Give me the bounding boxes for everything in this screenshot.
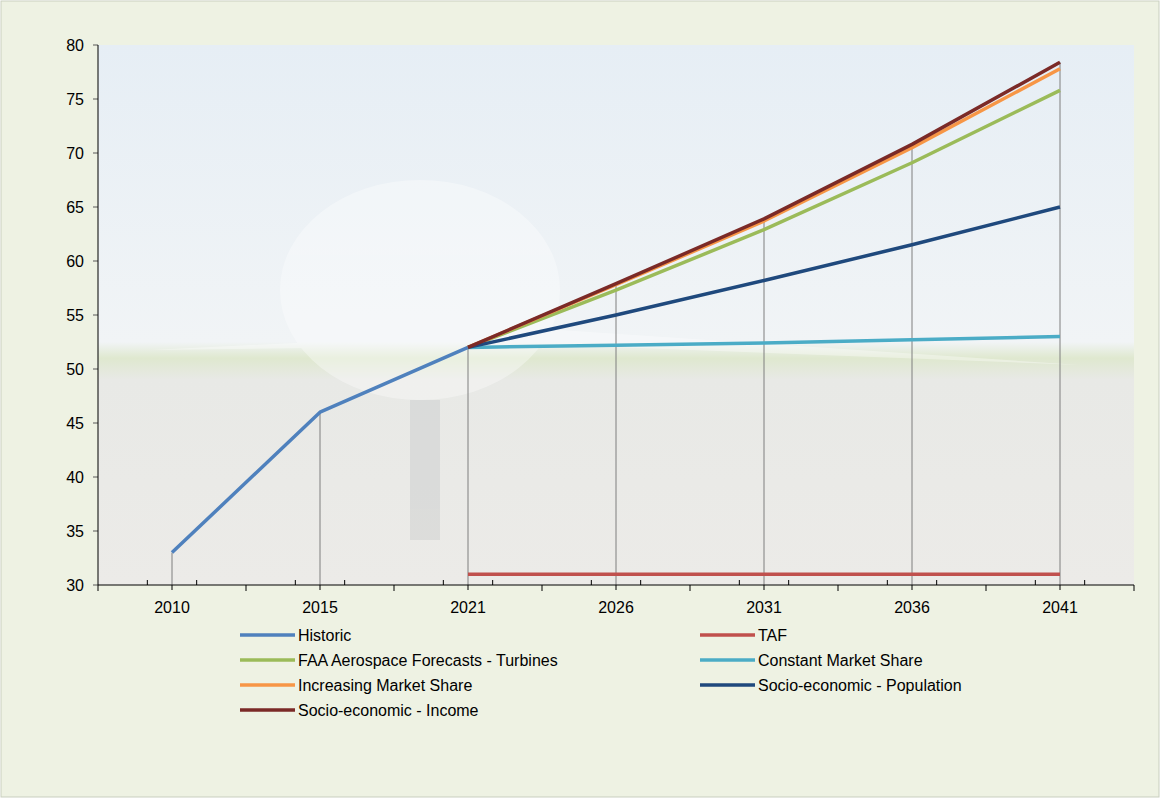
series-line — [468, 62, 1060, 347]
x-boundary-tick — [690, 585, 691, 591]
y-tick — [93, 207, 98, 208]
y-tick — [93, 369, 98, 370]
x-boundary-tick — [1134, 585, 1135, 591]
y-tick — [93, 261, 98, 262]
series-line — [468, 572, 1060, 576]
drop-line — [1060, 62, 1061, 585]
drop-line — [616, 284, 617, 585]
y-tick-label: 40 — [66, 469, 84, 486]
y-tick — [93, 531, 98, 532]
x-tick — [468, 585, 469, 590]
y-tick-label: 75 — [66, 91, 84, 108]
x-minor-tick — [295, 580, 296, 585]
x-minor-tick — [936, 580, 937, 585]
y-tick — [93, 315, 98, 316]
y-tick — [93, 477, 98, 478]
x-boundary-tick — [246, 585, 247, 591]
x-tick — [912, 585, 913, 590]
y-axis — [98, 45, 99, 585]
decoration — [150, 180, 1080, 540]
legend-label: Socio-economic - Income — [298, 702, 479, 719]
x-boundary-tick — [986, 585, 987, 591]
y-tick-label: 80 — [66, 37, 84, 54]
y-tick-label: 50 — [66, 361, 84, 378]
x-minor-tick — [147, 580, 148, 585]
series-line — [172, 347, 468, 552]
x-tick — [616, 585, 617, 590]
legend-swatch — [240, 658, 295, 662]
x-minor-tick — [344, 580, 345, 585]
x-tick-label: 2010 — [154, 599, 190, 616]
x-minor-tick — [887, 580, 888, 585]
x-tick — [1060, 585, 1061, 590]
y-tick — [93, 423, 98, 424]
x-boundary-tick — [838, 585, 839, 591]
x-tick — [172, 585, 173, 590]
x-tick-label: 2041 — [1042, 599, 1078, 616]
x-tick-label: 2021 — [450, 599, 486, 616]
x-boundary-tick — [98, 585, 99, 591]
legend-swatch — [240, 633, 295, 637]
y-tick-label: 55 — [66, 307, 84, 324]
chart-container: 30 35 40 45 50 55 60 65 70 75 80 2010 2015 2021 2026 20… — [0, 0, 1160, 798]
legend-swatch — [240, 683, 295, 687]
x-tick — [764, 585, 765, 590]
legend-label: FAA Aerospace Forecasts - Turbines — [298, 652, 558, 669]
x-boundary-tick — [394, 585, 395, 591]
x-minor-tick — [1035, 580, 1036, 585]
legend-swatch — [700, 633, 755, 637]
x-minor-tick — [640, 580, 641, 585]
y-tick — [93, 99, 98, 100]
x-tick — [320, 585, 321, 590]
plot-area — [98, 45, 1134, 585]
x-minor-tick — [591, 580, 592, 585]
y-tick — [93, 45, 98, 46]
drop-line — [468, 347, 469, 585]
decor-wing — [150, 330, 1080, 365]
y-tick-label: 70 — [66, 145, 84, 162]
x-boundary-tick — [542, 585, 543, 591]
background — [1, 1, 1159, 797]
x-tick-label: 2026 — [598, 599, 634, 616]
y-tick-label: 65 — [66, 199, 84, 216]
y-tick-label: 30 — [66, 577, 84, 594]
series-group — [172, 62, 1060, 574]
legend-swatch — [240, 708, 295, 712]
legend-swatch — [700, 658, 755, 662]
legend-label: Socio-economic - Population — [758, 677, 962, 694]
drop-line — [320, 412, 321, 585]
drop-line — [764, 219, 765, 585]
legend-label: Constant Market Share — [758, 652, 923, 669]
decor-gear — [410, 400, 440, 540]
x-tick-label: 2031 — [746, 599, 782, 616]
x-tick-label: 2036 — [894, 599, 930, 616]
y-tick-label: 60 — [66, 253, 84, 270]
series-line — [468, 337, 1060, 348]
legend-label: TAF — [758, 627, 787, 644]
legend-swatch — [700, 683, 755, 687]
x-minor-tick — [788, 580, 789, 585]
drop-line — [172, 553, 173, 585]
y-tick-label: 45 — [66, 415, 84, 432]
x-tick-label: 2015 — [302, 599, 338, 616]
legend-label: Historic — [298, 627, 351, 644]
y-tick — [93, 585, 98, 586]
y-tick-label: 35 — [66, 523, 84, 540]
x-minor-tick — [1084, 580, 1085, 585]
legend-label: Increasing Market Share — [298, 677, 472, 694]
x-minor-tick — [739, 580, 740, 585]
x-minor-tick — [492, 580, 493, 585]
drop-line — [912, 144, 913, 585]
y-tick — [93, 153, 98, 154]
chart-svg: 30 35 40 45 50 55 60 65 70 75 80 2010 2015 2021 2026 20… — [0, 0, 1160, 798]
x-minor-tick — [196, 580, 197, 585]
series-line — [468, 207, 1060, 347]
x-minor-tick — [443, 580, 444, 585]
